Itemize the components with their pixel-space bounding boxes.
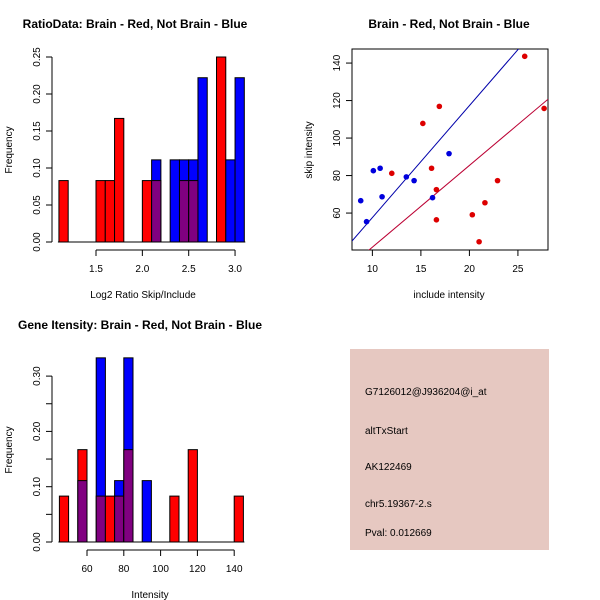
bar-brain — [141, 180, 153, 243]
bar-brain — [58, 495, 70, 543]
bar-overlap — [151, 180, 162, 243]
y-tick-label: 60 — [332, 207, 343, 219]
y-tick-label: 0.10 — [32, 477, 43, 497]
point-brain — [469, 211, 476, 218]
bar-not-brain — [169, 159, 180, 243]
ratio-histogram-ylabel: Frequency — [4, 126, 15, 173]
bar-overlap — [178, 180, 190, 243]
accession: AK122469 — [365, 462, 412, 473]
y-tick-label: 140 — [332, 54, 343, 71]
bar-brain — [114, 117, 125, 243]
bar-brain — [187, 449, 198, 543]
point-brain — [433, 186, 440, 193]
point-not-brain — [363, 218, 370, 225]
bar-not-brain — [197, 77, 208, 243]
gene-intensity-histogram: Gene Itensity: Brain - Red, Not Brain - … — [4, 318, 262, 600]
x-tick-label: 2.0 — [135, 264, 149, 275]
x-tick-label: 100 — [152, 564, 169, 575]
point-brain — [436, 103, 443, 110]
gene-histogram-ylabel: Frequency — [4, 426, 15, 473]
ratio-histogram-title: RatioData: Brain - Red, Not Brain - Blue — [23, 17, 248, 31]
bar-brain — [104, 180, 116, 243]
bar-overlap — [95, 495, 106, 543]
scatter-xlabel: include intensity — [413, 290, 484, 301]
point-brain — [388, 170, 395, 177]
point-brain — [494, 177, 501, 184]
bar-overlap — [114, 495, 125, 543]
point-brain — [428, 165, 435, 172]
ratio-histogram-xlabel: Log2 Ratio Skip/Include — [90, 290, 196, 301]
point-brain — [476, 238, 482, 245]
y-tick-label: 120 — [332, 92, 343, 109]
point-not-brain — [377, 165, 383, 172]
intensity-scatter: Brain - Red, Not Brain - Blue include in… — [304, 17, 549, 301]
bar-brain — [104, 495, 116, 543]
point-not-brain — [403, 174, 410, 180]
point-not-brain — [370, 167, 377, 174]
info-panel-background — [350, 349, 549, 550]
probe-id: G7126012@J936204@i_at — [365, 387, 487, 398]
bar-brain — [233, 495, 244, 543]
bar-overlap — [77, 480, 88, 543]
x-tick-label: 20 — [464, 264, 476, 275]
y-tick-label: 0.05 — [32, 195, 43, 215]
point-not-brain — [411, 177, 417, 184]
point-not-brain — [379, 193, 385, 200]
point-brain — [433, 217, 440, 223]
y-tick-label: 0.20 — [32, 421, 43, 441]
x-tick-label: 80 — [118, 564, 130, 575]
y-tick-label: 0.20 — [32, 84, 43, 104]
bar-brain — [95, 180, 106, 243]
locus: chr5.19367-2.s — [365, 499, 432, 510]
y-tick-label: 100 — [332, 129, 343, 146]
y-tick-label: 0.25 — [32, 47, 43, 67]
x-tick-label: 140 — [226, 564, 243, 575]
bar-not-brain — [225, 159, 236, 243]
bar-brain — [216, 56, 227, 243]
x-tick-label: 2.5 — [182, 264, 196, 275]
y-tick-label: 80 — [332, 170, 343, 182]
point-brain — [420, 120, 426, 127]
bar-brain — [169, 495, 180, 543]
x-tick-label: 25 — [512, 264, 524, 275]
y-tick-label: 0.10 — [32, 158, 43, 178]
bar-not-brain — [234, 77, 245, 243]
scatter-plot-box — [351, 48, 549, 251]
bar-brain — [58, 180, 69, 243]
y-tick-label: 0.00 — [32, 232, 43, 252]
y-tick-label: 0.00 — [32, 532, 43, 552]
point-not-brain — [429, 194, 436, 201]
point-not-brain — [446, 150, 452, 157]
bar-overlap — [123, 449, 134, 543]
x-tick-label: 120 — [189, 564, 206, 575]
point-not-brain — [357, 197, 364, 204]
bar-not-brain — [141, 480, 152, 543]
x-tick-label: 60 — [81, 564, 93, 575]
pval: Pval: 0.012669 — [365, 528, 432, 539]
point-brain — [521, 53, 528, 60]
gene-histogram-xlabel: Intensity — [131, 590, 168, 600]
brain-fit-line — [368, 98, 548, 250]
scatter-title: Brain - Red, Not Brain - Blue — [368, 17, 530, 31]
gene-histogram-title: Gene Itensity: Brain - Red, Not Brain - … — [18, 318, 262, 332]
y-tick-label: 0.30 — [32, 366, 43, 386]
point-brain — [541, 105, 547, 112]
x-tick-label: 1.5 — [89, 264, 103, 275]
x-tick-label: 15 — [415, 264, 427, 275]
ratio-histogram: RatioData: Brain - Red, Not Brain - Blue… — [4, 17, 248, 301]
info-panel: G7126012@J936204@i_at altTxStart AK12246… — [350, 349, 549, 550]
scatter-ylabel: skip intensity — [304, 121, 315, 178]
y-tick-label: 0.15 — [32, 121, 43, 141]
point-brain — [482, 199, 488, 206]
event-type: altTxStart — [365, 426, 408, 437]
x-tick-label: 3.0 — [228, 264, 242, 275]
bar-overlap — [188, 180, 199, 243]
not-brain-fit-line — [352, 49, 520, 242]
x-tick-label: 10 — [367, 264, 379, 275]
